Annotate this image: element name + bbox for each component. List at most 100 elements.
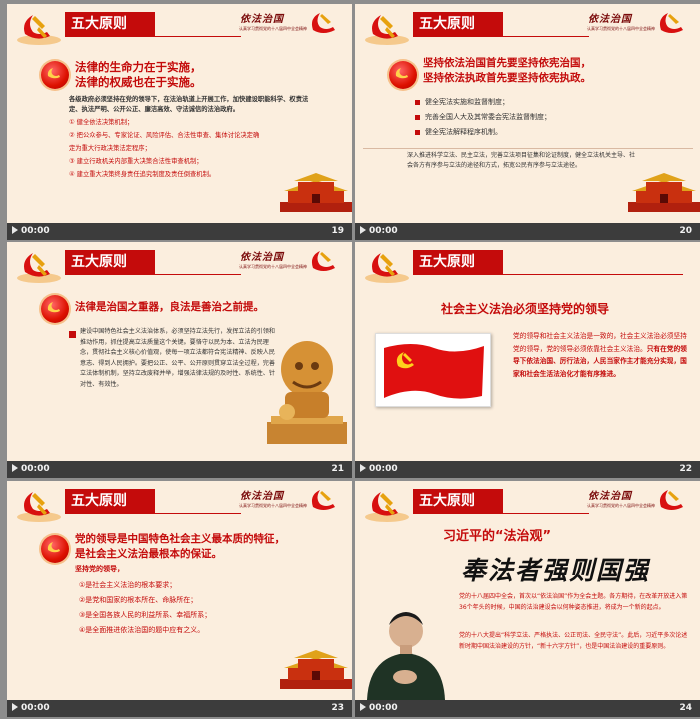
title-underline: [65, 274, 241, 275]
slide-footer-bar: 00:00 24: [355, 700, 700, 717]
play-icon[interactable]: [360, 703, 366, 711]
lead-line-1: 坚持依法治国首先要坚持依宪治国，: [423, 57, 591, 69]
calligraphy-title: 依法治国: [240, 491, 284, 502]
tiananmen-gate-icon: [280, 173, 352, 212]
play-icon[interactable]: [12, 703, 18, 711]
party-emblem-small-icon: [659, 490, 683, 510]
star-badge-icon: [41, 535, 69, 563]
slide-header: 五大原则 依法治国 认真学习贯彻党的十八届四中全会精神: [355, 4, 700, 45]
slide-heading: 社会主义法治必须坚持党的领导: [441, 302, 610, 316]
title-underline: [413, 513, 589, 514]
note-text: 深入推进科学立法、民主立法，完善立法项目征集和论证制度，健全立法机关主导、社会各…: [407, 152, 636, 169]
point-item: ④是全面推进依法治国的题中应有之义。: [79, 626, 205, 634]
tiananmen-gate-icon: [280, 650, 352, 689]
slide-number: 20: [679, 226, 692, 236]
calligraphy-title: 依法治国: [240, 14, 284, 25]
slide-thumb-23[interactable]: 五大原则 依法治国 认真学习贯彻党的十八届四中全会精神 党的领导是中国特色社会主…: [7, 481, 352, 717]
slide-header: 五大原则 依法治国 认真学习贯彻党的十八届四中全会精神: [7, 4, 352, 45]
play-icon[interactable]: [12, 464, 18, 472]
stone-lion-icon: [267, 341, 347, 444]
heading-topic: “法治观”: [495, 529, 552, 544]
bullet-square: [69, 331, 76, 338]
title-underline: [413, 36, 589, 37]
lead-statement: 坚持依法治国首先要坚持依宪治国， 坚持依法执政首先要坚持依宪执政。: [423, 56, 695, 86]
lead-line-2: 坚持依法执政首先要坚持依宪执政。: [423, 72, 591, 84]
slide-number: 24: [679, 703, 692, 713]
title-underline: [65, 36, 241, 37]
section-title: 五大原则: [413, 12, 503, 36]
slide-canvas: 五大原则 依法治国 认真学习贯彻党的十八届四中全会精神 习近平的“法治观” 奉法…: [355, 481, 700, 700]
party-emblem-icon: [365, 492, 409, 522]
slide-number: 19: [331, 226, 344, 236]
body-text: 党的领导和社会主义法治是一致的，社会主义法治必须坚持党的领导，党的领导必须依靠社…: [513, 330, 691, 380]
party-emblem-small-icon: [311, 490, 335, 510]
party-emblem-small-icon: [311, 13, 335, 33]
slide-header: 五大原则 依法治国 认真学习贯彻党的十八届四中全会精神: [7, 481, 352, 522]
slide-header: 五大原则 依法治国 认真学习贯彻党的十八届四中全会精神: [355, 481, 700, 522]
paragraph-2: 党的十八大提出“科学立法、严格执法、公正司法、全民守法”。此后，习近平多次论述新…: [459, 632, 688, 650]
slide-thumb-21[interactable]: 五大原则 依法治国 认真学习贯彻党的十八届四中全会精神 法律是治国之重器，良法是…: [7, 242, 352, 478]
slide-footer-bar: 00:00 21: [7, 461, 352, 478]
measure-list: ① 健全依法决策机制； ② 把公众参与、专家论证、风险评估、合法性审查、集体讨论…: [69, 116, 309, 181]
measure-item: ④ 建立重大决策终身责任追究制度及责任倒查机制。: [69, 171, 216, 178]
slide-thumb-19[interactable]: 五大原则 依法治国 认真学习贯彻党的十八届四中全会精神 法律的生命力在于实施， …: [7, 4, 352, 240]
point-item: ①是社会主义法治的根本要求；: [79, 581, 177, 589]
slide-header: 五大原则 依法治国 认真学习贯彻党的十八届四中全会精神: [7, 242, 352, 283]
section-title: 五大原则: [65, 250, 155, 274]
sub-heading: 坚持党的领导，: [75, 565, 124, 573]
lead-line-1: 法律的生命力在于实施，: [75, 60, 202, 74]
calligraphy-subtitle: 认真学习贯彻党的十八届四中全会精神: [239, 503, 307, 508]
party-emblem-icon: [365, 15, 409, 45]
lead-line-2: 法律的权威也在于实施。: [75, 75, 202, 89]
lead-line-2: 是社会主义法治最根本的保证。: [75, 548, 222, 560]
calligraphy-title: 依法治国: [588, 14, 632, 25]
calligraphy-title: 依法治国: [588, 491, 632, 502]
title-underline: [65, 513, 241, 514]
slide-footer-bar: 00:00 20: [355, 223, 700, 240]
party-emblem-small-icon: [311, 251, 335, 271]
bullet-list: 健全宪法实施和监督制度； 完善全国人大及其常委会宪法监督制度； 健全宪法解释程序…: [415, 95, 655, 140]
lead-statement: 法律是治国之重器，良法是善治之前提。: [75, 301, 264, 313]
tiananmen-gate-icon: [628, 173, 700, 212]
play-icon[interactable]: [360, 226, 366, 234]
slide-thumb-20[interactable]: 五大原则 依法治国 认真学习贯彻党的十八届四中全会精神 坚持依法治国首先要坚持依…: [355, 4, 700, 240]
calligraphy-subtitle: 认真学习贯彻党的十八届四中全会精神: [587, 503, 655, 508]
slide-header: 五大原则: [355, 242, 700, 283]
slide-timing: 00:00: [21, 703, 50, 713]
star-badge-icon: [389, 61, 417, 89]
party-flag-icon: [384, 344, 484, 399]
slide-heading: 习近平的“法治观”: [443, 525, 551, 544]
paragraph-1: 党的十八届四中全会，首次以“依法治国”作为全会主题。各方期待，在改革开放进入第3…: [459, 593, 688, 611]
calligraphy-motto: 奉法者强则国强: [461, 556, 651, 585]
slide-canvas: 五大原则 依法治国 认真学习贯彻党的十八届四中全会精神 法律是治国之重器，良法是…: [7, 242, 352, 461]
slide-timing: 00:00: [369, 464, 398, 474]
body-text: 建设中国特色社会主义法治体系，必须坚持立法先行，发挥立法的引领和推动作用，抓住提…: [80, 328, 275, 388]
play-icon[interactable]: [12, 226, 18, 234]
slide-canvas: 五大原则 依法治国 认真学习贯彻党的十八届四中全会精神 党的领导是中国特色社会主…: [7, 481, 352, 700]
calligraphy-subtitle: 认真学习贯彻党的十八届四中全会精神: [587, 26, 655, 31]
point-item: ③是全国各族人民的利益所系、幸福所系；: [79, 611, 212, 619]
party-emblem-small-icon: [659, 13, 683, 33]
measure-item: ② 把公众参与、专家论证、风险评估、合法性审查、集体讨论决定确: [69, 132, 260, 139]
slide-footer-bar: 00:00 19: [7, 223, 352, 240]
measure-item: ③ 建立行政机关内部重大决策合法性审查机制；: [69, 158, 203, 165]
slide-timing: 00:00: [369, 226, 398, 236]
portrait-photo: [363, 591, 449, 700]
point-list: ①是社会主义法治的根本要求； ②是党和国家的根本所在、命脉所在； ③是全国各族人…: [79, 578, 279, 638]
lead-statement: 法律的生命力在于实施， 法律的权威也在于实施。: [75, 60, 345, 90]
body-bold: 只有在党的领导下依法治国、厉行法治，人民当家作主才能充分实现，国家和社会生活法治…: [513, 344, 687, 378]
slide-thumb-24[interactable]: 五大原则 依法治国 认真学习贯彻党的十八届四中全会精神 习近平的“法治观” 奉法…: [355, 481, 700, 717]
divider: [363, 148, 693, 149]
slide-number: 22: [679, 464, 692, 474]
section-title: 五大原则: [413, 489, 503, 513]
play-icon[interactable]: [360, 464, 366, 472]
flag-frame: [375, 333, 491, 407]
slide-thumb-22[interactable]: 五大原则 社会主义法治必须坚持党的领导 党的领导和社会主义法治是一致的，社会主义…: [355, 242, 700, 478]
calligraphy-title: 依法治国: [240, 252, 284, 263]
section-title: 五大原则: [65, 12, 155, 36]
slide-footer-bar: 00:00 23: [7, 700, 352, 717]
slide-number: 23: [331, 703, 344, 713]
lead-statement: 党的领导是中国特色社会主义最本质的特征， 是社会主义法治最根本的保证。: [75, 532, 350, 562]
star-badge-icon: [41, 61, 69, 89]
